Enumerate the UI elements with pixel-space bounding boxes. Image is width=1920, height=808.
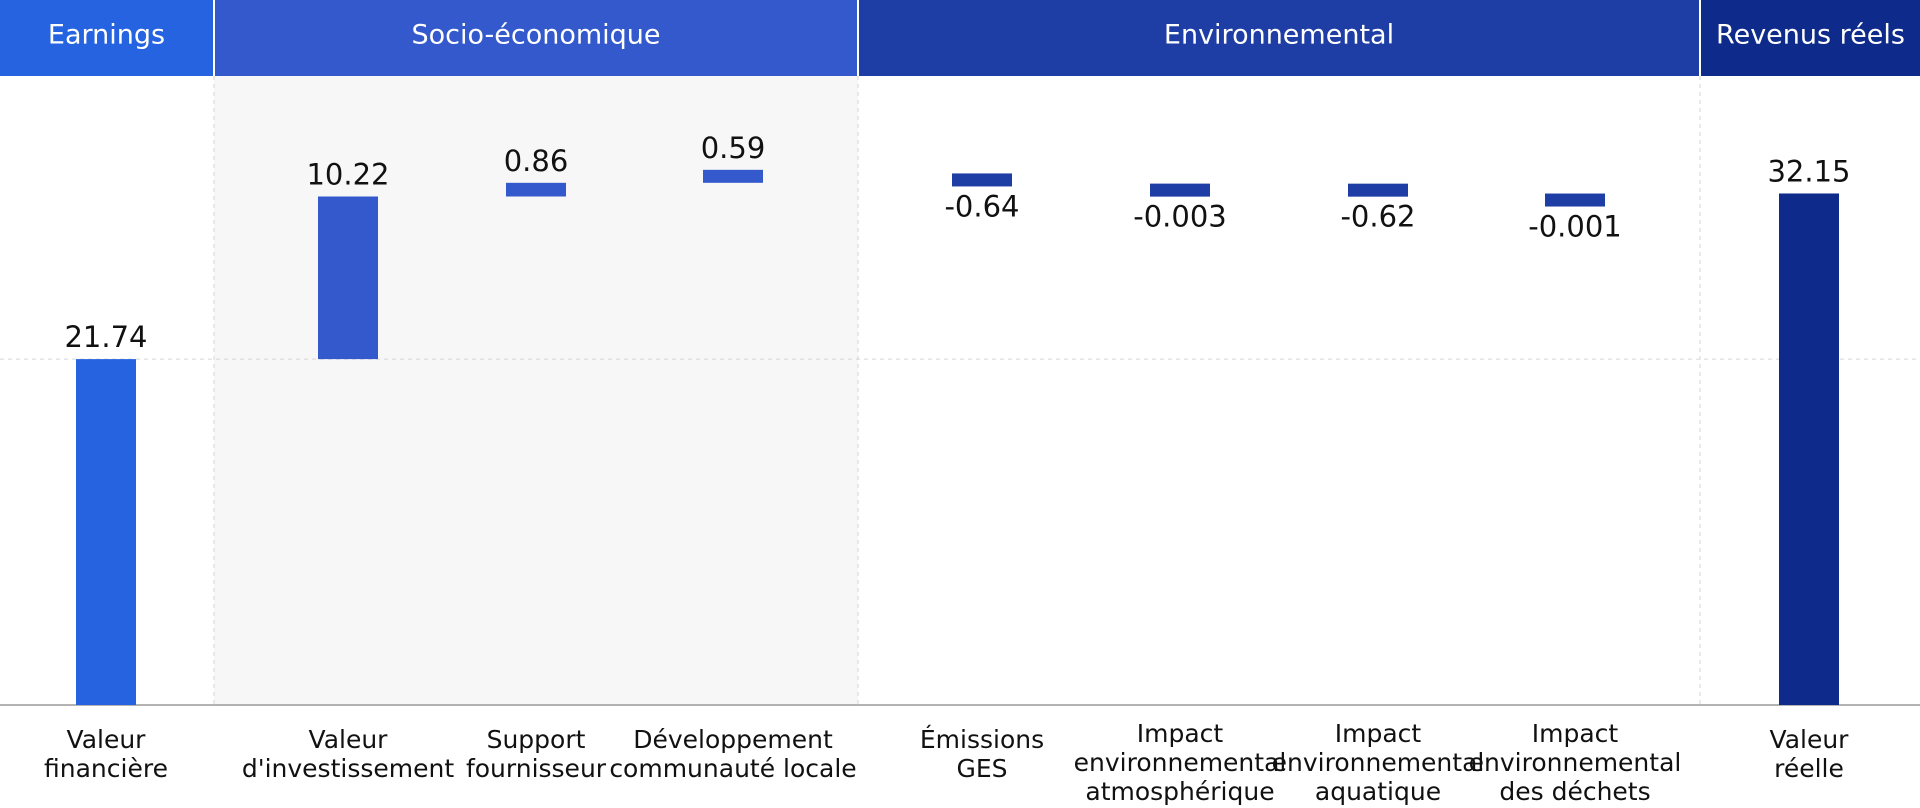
bar-value-label: -0.64 bbox=[944, 189, 1019, 223]
group-header-label: Environnemental bbox=[1164, 20, 1394, 51]
group-header-label: Revenus réels bbox=[1716, 20, 1905, 51]
waterfall-bar bbox=[1545, 193, 1605, 207]
waterfall-bar bbox=[952, 173, 1012, 187]
bar-value-label: -0.003 bbox=[1133, 200, 1227, 234]
bar-value-label: -0.001 bbox=[1528, 210, 1622, 244]
category-label: Impact environnemental atmosphérique bbox=[1074, 719, 1287, 806]
category-label: Émissions GES bbox=[920, 725, 1044, 783]
waterfall-bar bbox=[318, 196, 378, 360]
category-label: Développement communauté locale bbox=[609, 725, 856, 783]
group-header bbox=[0, 0, 213, 76]
group-header bbox=[859, 0, 1699, 76]
bar-value-label: -0.62 bbox=[1340, 200, 1415, 234]
waterfall-bar bbox=[76, 359, 136, 705]
bar-value-label: 32.15 bbox=[1767, 154, 1850, 188]
bar-value-label: 0.59 bbox=[701, 131, 766, 165]
waterfall-bar bbox=[506, 182, 566, 197]
bar-value-label: 0.86 bbox=[504, 144, 569, 178]
waterfall-bar bbox=[703, 169, 763, 183]
bar-value-label: 10.22 bbox=[306, 158, 389, 192]
group-header bbox=[215, 0, 857, 76]
category-label: Impact environnemental des déchets bbox=[1469, 719, 1682, 806]
category-label: Valeur financière bbox=[44, 725, 168, 783]
waterfall-bar bbox=[1348, 183, 1408, 197]
bar-value-label: 21.74 bbox=[64, 320, 147, 354]
group-header bbox=[1701, 0, 1920, 76]
waterfall-bar bbox=[1779, 193, 1839, 705]
group-header-label: Earnings bbox=[48, 20, 165, 51]
category-label: Valeur réelle bbox=[1770, 725, 1850, 783]
waterfall-bar bbox=[1150, 183, 1210, 197]
group-header-label: Socio-économique bbox=[411, 20, 660, 51]
category-label: Valeur d'investissement bbox=[242, 725, 454, 783]
category-label: Impact environnemental aquatique bbox=[1272, 719, 1485, 806]
category-label: Support fournisseur bbox=[466, 725, 607, 783]
